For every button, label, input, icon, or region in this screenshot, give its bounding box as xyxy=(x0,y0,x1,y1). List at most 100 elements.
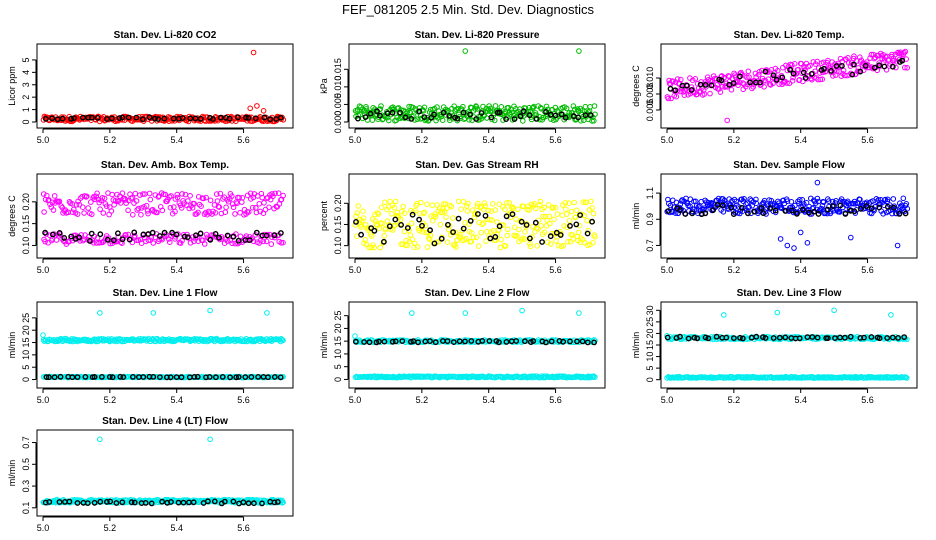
point-4-0-14 xyxy=(363,222,369,228)
point-4-0-217 xyxy=(516,226,522,233)
x-tick-label-9-0: 5.0 xyxy=(37,523,50,533)
point-4-0-126 xyxy=(447,202,453,209)
point-3-0-219 xyxy=(280,192,286,199)
point-3-0-36 xyxy=(80,204,86,210)
point-4-1-18 xyxy=(460,225,467,232)
point-8-2-38 xyxy=(884,335,891,341)
point-4-0-239 xyxy=(532,228,538,235)
point-7-2-18 xyxy=(456,338,463,345)
point-4-0-80 xyxy=(412,208,419,214)
x-tick-label-1-1: 5.2 xyxy=(416,135,429,145)
point-1-1-17 xyxy=(454,115,461,122)
y-tick-label-1-2: 0.010 xyxy=(333,76,343,99)
x-tick-label-8-2: 5.4 xyxy=(794,395,807,405)
point-1-1-0 xyxy=(354,115,361,122)
point-3-1-10 xyxy=(55,233,62,239)
point-4-0-226 xyxy=(522,229,528,235)
point-3-2-25 xyxy=(192,232,199,239)
point-4-0-238 xyxy=(531,201,537,207)
x-tick-label-9-3: 5.6 xyxy=(237,523,250,533)
point-3-0-9 xyxy=(50,207,57,213)
point-1-1-20 xyxy=(473,116,480,122)
point-3-1-72 xyxy=(148,234,155,241)
point-8-2-0 xyxy=(664,334,671,341)
y-tick-label-7-2: 10 xyxy=(333,349,343,359)
point-3-0-138 xyxy=(191,200,197,207)
point-0-1-15 xyxy=(133,114,140,121)
point-2-0-149 xyxy=(784,80,790,86)
point-4-0-242 xyxy=(534,243,541,249)
point-5-1-12 xyxy=(738,204,745,211)
point-4-0-100 xyxy=(427,232,434,239)
y-tick-label-0-2: 2 xyxy=(21,95,31,100)
point-4-0-291 xyxy=(571,199,578,206)
point-4-0-264 xyxy=(551,216,557,223)
point-0-1-13 xyxy=(119,114,126,121)
point-1-1-39 xyxy=(587,112,594,119)
point-3-1-108 xyxy=(203,231,210,238)
point-4-0-260 xyxy=(547,241,554,247)
point-1-1-15 xyxy=(446,113,453,119)
point-4-0-182 xyxy=(489,217,495,223)
point-2-1-21 xyxy=(790,70,797,77)
point-9-1-30 xyxy=(221,498,228,505)
point-2-1-19 xyxy=(779,74,786,81)
point-2-1-3 xyxy=(684,82,690,89)
point-6-2-2 xyxy=(51,374,58,381)
point-5-1-14 xyxy=(751,208,758,215)
point-9-1-34 xyxy=(245,500,252,507)
point-5-1-26 xyxy=(824,206,831,213)
point-2-1-26 xyxy=(821,65,827,72)
x-tick-label-2-3: 5.6 xyxy=(861,135,874,145)
point-3-2-4 xyxy=(68,233,75,240)
point-8-2-32 xyxy=(847,333,854,340)
panel-frame-6 xyxy=(36,301,294,389)
point-3-1-1 xyxy=(42,238,48,245)
point-1-1-26 xyxy=(511,116,518,123)
y-tick-label-5-2: 1.1 xyxy=(645,187,655,200)
point-8-2-15 xyxy=(753,333,760,340)
point-4-0-99 xyxy=(426,236,433,242)
highlight-point-6-0-4 xyxy=(264,310,270,316)
point-2-0-233 xyxy=(851,53,857,60)
point-3-2-2 xyxy=(56,229,63,236)
point-2-0-80 xyxy=(728,87,735,93)
point-4-0-11 xyxy=(360,215,367,221)
point-3-2-8 xyxy=(88,230,95,237)
point-5-0-70 xyxy=(720,209,727,215)
point-3-0-141 xyxy=(195,209,201,216)
point-4-0-174 xyxy=(483,238,489,244)
point-4-0-95 xyxy=(424,201,430,208)
point-9-0-299 xyxy=(280,499,286,506)
highlight-point-7-0-1 xyxy=(409,310,415,316)
point-8-2-35 xyxy=(868,334,875,340)
point-7-2-26 xyxy=(503,338,510,345)
point-4-0-277 xyxy=(560,242,567,249)
point-6-2-10 xyxy=(99,373,105,380)
y-tick-label-2-1: 0.008 xyxy=(645,83,655,106)
point-4-0-169 xyxy=(479,221,486,227)
x-tick-label-5-1: 5.2 xyxy=(728,265,741,275)
point-9-1-5 xyxy=(74,500,81,506)
point-4-0-202 xyxy=(504,232,511,239)
point-5-0-28 xyxy=(687,203,693,209)
highlight-point-5-0-0 xyxy=(784,242,791,249)
point-0-1-25 xyxy=(192,115,199,122)
point-0-1-35 xyxy=(252,115,259,122)
point-6-2-32 xyxy=(227,374,234,381)
y-tick-label-6-2: 10 xyxy=(21,350,31,360)
point-0-1-17 xyxy=(146,114,153,121)
point-4-1-39 xyxy=(589,218,595,225)
point-4-1-35 xyxy=(567,222,573,229)
point-4-0-161 xyxy=(473,234,480,241)
point-4-0-201 xyxy=(503,200,510,206)
point-9-1-38 xyxy=(271,499,278,506)
x-tick-label-1-0: 5.0 xyxy=(349,135,362,145)
point-0-1-1 xyxy=(49,115,55,122)
point-2-0-114 xyxy=(755,71,762,78)
highlight-point-8-0-3 xyxy=(831,307,837,314)
point-3-0-189 xyxy=(247,190,254,197)
point-2-1-9 xyxy=(718,77,725,84)
point-4-0-308 xyxy=(584,217,590,224)
x-tick-label-9-2: 5.4 xyxy=(170,523,183,533)
